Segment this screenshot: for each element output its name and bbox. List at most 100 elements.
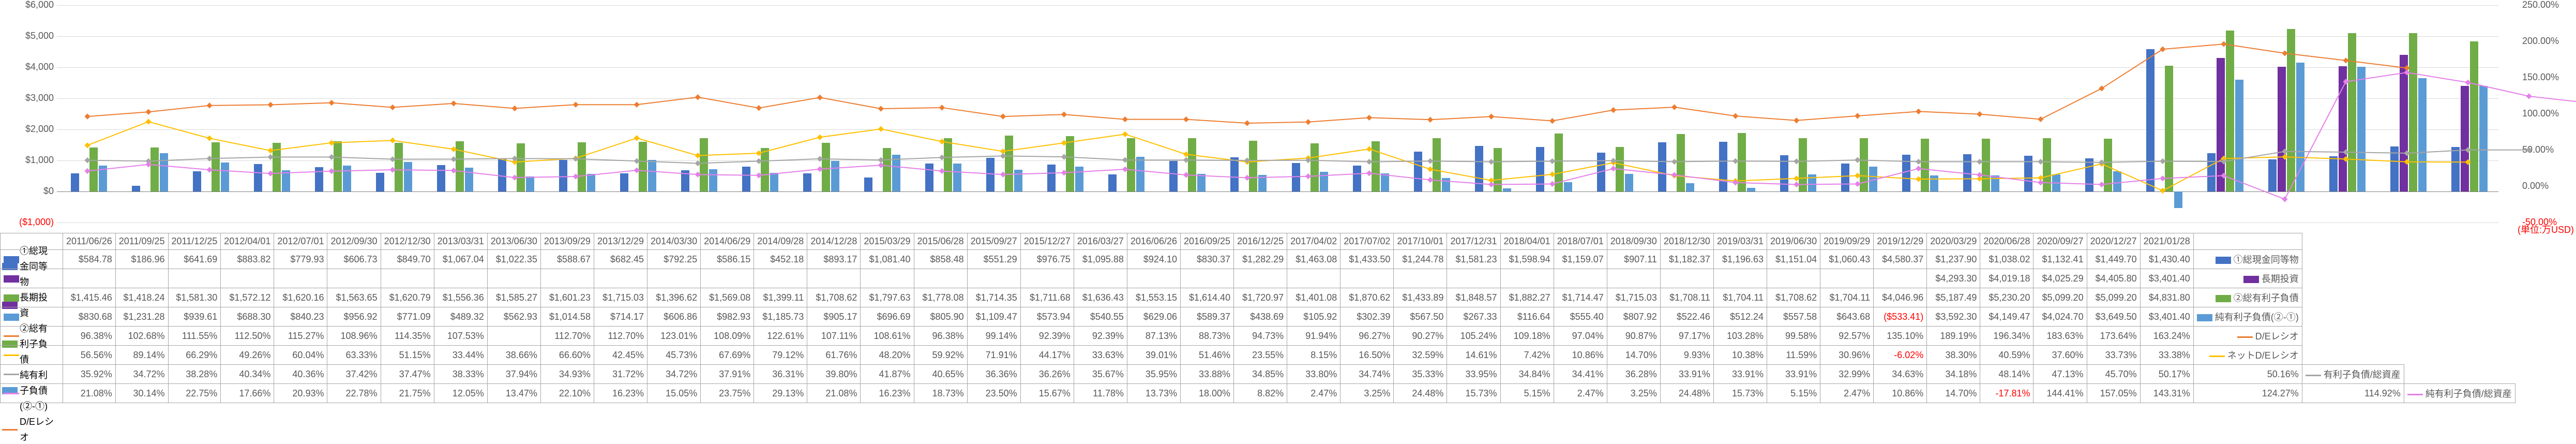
cell: [701, 269, 754, 288]
cell: [861, 269, 914, 288]
cell: $1,151.04: [1767, 250, 1820, 269]
row-legend: [1, 250, 63, 269]
cell: 14.70%: [1607, 346, 1660, 365]
cell: 189.19%: [1927, 327, 1980, 346]
cell: 71.91%: [967, 346, 1020, 365]
cell: 90.27%: [1394, 327, 1447, 346]
cell: $1,704.11: [1820, 288, 1874, 307]
cell: $1,715.03: [594, 288, 647, 307]
cell: 92.57%: [1820, 327, 1874, 346]
cell: $1,581.30: [168, 288, 221, 307]
cell: $1,244.78: [1394, 250, 1447, 269]
cell: [1394, 269, 1447, 288]
cell: 15.73%: [1447, 384, 1500, 403]
cell: 5.15%: [1767, 384, 1820, 403]
cell: 34.85%: [1234, 365, 1287, 384]
cell: 39.80%: [807, 365, 861, 384]
cell: 33.95%: [1447, 365, 1500, 384]
cell: $1,067.04: [434, 250, 487, 269]
col-header: 2020/12/27: [2087, 233, 2140, 250]
row-legend: [1, 269, 63, 288]
cell: $1,882.27: [1500, 288, 1554, 307]
cell: $1,433.89: [1394, 288, 1447, 307]
cell: 42.45%: [594, 346, 647, 365]
cell: 89.14%: [115, 346, 168, 365]
cell: 18.73%: [914, 384, 967, 403]
cell: $1,196.63: [1713, 250, 1767, 269]
cell: 12.05%: [434, 384, 487, 403]
col-header: 2013/09/29: [540, 233, 594, 250]
cell: $438.69: [1234, 307, 1287, 327]
cell: $1,159.07: [1554, 250, 1607, 269]
cell: [807, 269, 861, 288]
cell: 173.64%: [2087, 327, 2140, 346]
cell: $267.33: [1447, 307, 1500, 327]
cell: 14.61%: [1447, 346, 1500, 365]
cell: 36.28%: [1607, 365, 1660, 384]
cell: 48.14%: [1980, 365, 2033, 384]
col-header: 2011/06/26: [63, 233, 116, 250]
col-header: 2014/03/30: [647, 233, 701, 250]
cell: $629.06: [1127, 307, 1180, 327]
col-header: 2012/04/01: [221, 233, 274, 250]
row-legend: [1, 288, 63, 307]
cell: $779.93: [274, 250, 327, 269]
cell: 38.33%: [434, 365, 487, 384]
cell: 2.47%: [1287, 384, 1340, 403]
cell: $1,418.24: [115, 288, 168, 307]
col-header: 2018/04/01: [1500, 233, 1554, 250]
cell: [540, 269, 594, 288]
cell: 109.18%: [1500, 327, 1554, 346]
cell: 24.48%: [1660, 384, 1713, 403]
line-ndar: [87, 72, 2576, 199]
cell: 97.17%: [1660, 327, 1713, 346]
cell: $976.75: [1020, 250, 1074, 269]
cell: $1,848.57: [1447, 288, 1500, 307]
cell: ($533.41): [1874, 307, 1927, 327]
cell: $858.48: [914, 250, 967, 269]
cell: $1,708.11: [1660, 288, 1713, 307]
col-header: 2013/12/29: [594, 233, 647, 250]
cell: 21.75%: [381, 384, 434, 403]
cell: 22.75%: [168, 384, 221, 403]
cell: 34.72%: [115, 365, 168, 384]
cell: $1,720.97: [1234, 288, 1287, 307]
col-header: 2021/01/28: [2140, 233, 2193, 250]
cell: 33.91%: [1713, 365, 1767, 384]
cell: 59.92%: [914, 346, 967, 365]
cell: 66.29%: [168, 346, 221, 365]
cell: $522.46: [1660, 307, 1713, 327]
cell: [594, 269, 647, 288]
cell: $883.82: [221, 250, 274, 269]
cell: $905.17: [807, 307, 861, 327]
cell: 35.67%: [1074, 365, 1127, 384]
cell: [1820, 269, 1874, 288]
unit-label: (単位:万USD): [2518, 223, 2574, 236]
cell: $1,797.63: [861, 288, 914, 307]
cell: $4,019.18: [1980, 269, 2033, 288]
col-header: 2019/03/31: [1713, 233, 1767, 250]
row-label-right: 純有利子負債(②-①): [2193, 307, 2302, 327]
cell: 18.00%: [1180, 384, 1233, 403]
cell: $939.61: [168, 307, 221, 327]
cell: $1,581.23: [1447, 250, 1500, 269]
cell: 24.48%: [1394, 384, 1447, 403]
cell: $1,708.62: [1767, 288, 1820, 307]
col-header: 2019/12/29: [1874, 233, 1927, 250]
cell: 94.73%: [1234, 327, 1287, 346]
cell: [1287, 269, 1340, 288]
cell: $1,711.68: [1020, 288, 1074, 307]
cell: $830.37: [1180, 250, 1233, 269]
cell: $557.58: [1767, 307, 1820, 327]
cell: $1,636.43: [1074, 288, 1127, 307]
legend-de: D/Eレシオ: [2, 414, 56, 444]
cell: $1,463.08: [1287, 250, 1340, 269]
cell: 51.46%: [1180, 346, 1233, 365]
cell: 34.93%: [540, 365, 594, 384]
cell: $606.86: [647, 307, 701, 327]
cell: $562.93: [487, 307, 540, 327]
cell: $4,293.30: [1927, 269, 1980, 288]
cell: $105.92: [1287, 307, 1340, 327]
cell: 61.76%: [807, 346, 861, 365]
col-header: 2016/12/25: [1234, 233, 1287, 250]
